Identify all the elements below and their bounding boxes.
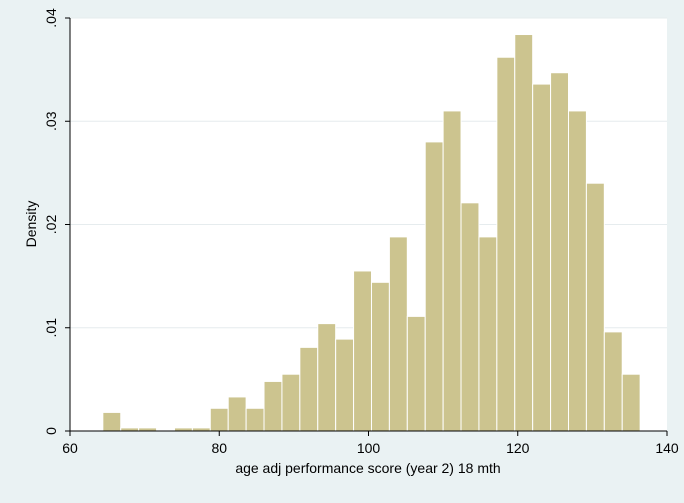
histogram-bar [263,380,283,432]
histogram-bar [442,110,462,432]
y-axis-label: Density [23,201,39,248]
histogram-bar [585,182,605,432]
x-axis-label: age adj performance score (year 2) 18 mt… [235,460,500,476]
histogram-bar [245,407,265,432]
histogram-bar [102,411,122,432]
y-tick-label: .01 [43,318,59,338]
histogram-bar [621,373,641,432]
x-tick-label: 80 [211,440,227,456]
histogram-bar [532,83,552,432]
histogram-bar [478,236,498,432]
histogram-bar [281,373,301,432]
axes: 60 80 100 120 140 0 .01 .02 .03 .04 [43,8,679,456]
y-tick-label: .03 [43,111,59,131]
histogram-bar [370,281,390,432]
x-tick-label: 140 [655,440,679,456]
histogram-bar [335,338,355,432]
histogram-bar [353,270,372,432]
y-tick-label: 0 [43,427,59,435]
histogram-bar [388,236,408,432]
x-tick-label: 60 [62,440,78,456]
histogram-bars [102,34,641,432]
x-tick-label: 100 [357,440,381,456]
histogram-bar [567,110,587,432]
histogram-bar [496,56,516,432]
histogram-bar [514,34,534,432]
histogram-bar [460,202,480,432]
histogram-bar [406,315,426,432]
y-tick-label: .02 [43,215,59,235]
histogram-bar [209,407,229,432]
histogram-bar [424,141,444,432]
x-tick-label: 120 [506,440,530,456]
histogram-bar [299,346,319,432]
histogram-bar [227,396,247,432]
y-tick-label: .04 [43,8,59,28]
histogram-bar [603,331,623,432]
histogram-bar [550,72,569,432]
histogram-bar [317,323,337,432]
